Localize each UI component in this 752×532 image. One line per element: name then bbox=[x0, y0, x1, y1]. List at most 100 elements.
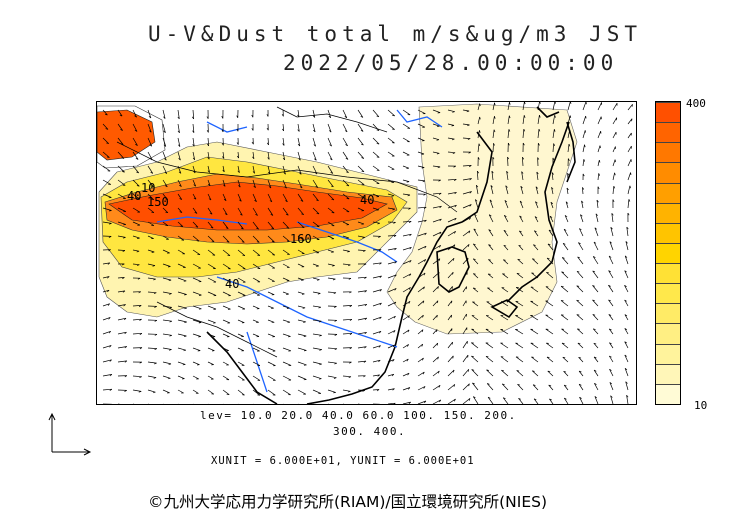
wind-arrow-head bbox=[139, 361, 143, 364]
wind-arrow-head bbox=[256, 241, 260, 243]
wind-arrow bbox=[117, 360, 127, 363]
wind-arrow bbox=[132, 249, 140, 252]
wind-arrow bbox=[267, 193, 273, 203]
wind-arrow-head bbox=[508, 115, 511, 119]
wind-arrow-head bbox=[109, 374, 113, 377]
wind-arrow bbox=[252, 389, 261, 396]
wind-arrow bbox=[117, 277, 125, 279]
wind-arrow bbox=[462, 313, 467, 321]
wind-arrow-head bbox=[598, 160, 601, 163]
wind-arrow bbox=[312, 291, 321, 294]
wind-arrow-head bbox=[451, 138, 455, 141]
wind-arrow-head bbox=[109, 345, 112, 348]
wind-arrow bbox=[282, 235, 290, 242]
wind-arrow bbox=[162, 375, 171, 379]
dust-blob-northwest bbox=[97, 109, 156, 161]
wind-arrow bbox=[207, 305, 217, 310]
wind-arrow-head bbox=[207, 170, 210, 173]
wind-arrow bbox=[576, 314, 584, 321]
wind-arrow bbox=[402, 123, 411, 129]
wind-arrow bbox=[372, 389, 380, 391]
wind-arrow bbox=[402, 109, 411, 116]
wind-arrow bbox=[312, 333, 322, 336]
wind-arrow bbox=[372, 374, 380, 377]
wind-arrow bbox=[500, 329, 509, 335]
wind-arrow bbox=[357, 276, 367, 279]
wind-arrow bbox=[502, 273, 509, 279]
wind-arrow-head bbox=[379, 403, 380, 404]
contour-label: 40 bbox=[127, 189, 141, 203]
wind-arrow bbox=[387, 373, 394, 377]
wind-arrow-head bbox=[594, 396, 598, 399]
wind-arrow-head bbox=[329, 158, 333, 161]
wind-arrow-head bbox=[300, 199, 304, 202]
wind-arrow bbox=[312, 193, 319, 202]
contour-label: 40 bbox=[225, 277, 239, 291]
wind-arrow-head bbox=[489, 199, 493, 202]
wind-arrow-head bbox=[364, 304, 368, 307]
wind-arrow-head bbox=[331, 251, 334, 253]
wind-arrow-head bbox=[406, 181, 410, 183]
wind-arrow-head bbox=[438, 258, 441, 262]
wind-arrow-head bbox=[333, 292, 337, 295]
wind-arrow bbox=[192, 123, 195, 133]
wind-arrow-head bbox=[563, 370, 567, 373]
wind-arrow-head bbox=[361, 170, 365, 173]
wind-arrow bbox=[192, 277, 202, 282]
wind-arrow-head bbox=[313, 144, 316, 147]
wind-arrow bbox=[177, 193, 183, 200]
map-title: U-V&Dust total m/s&ug/m3 JST bbox=[148, 22, 643, 46]
wind-arrow bbox=[222, 291, 231, 297]
wind-arrow bbox=[252, 305, 260, 310]
wind-arrow-head bbox=[347, 251, 350, 253]
wind-arrow-head bbox=[299, 172, 302, 175]
wind-arrow-head bbox=[583, 159, 586, 162]
wind-arrow-head bbox=[582, 187, 585, 190]
wind-arrow-head bbox=[138, 291, 141, 294]
wind-arrow bbox=[102, 221, 112, 224]
wind-arrow bbox=[147, 361, 157, 364]
colorbar-max-label: 400 bbox=[686, 97, 706, 110]
wind-arrow-head bbox=[349, 347, 352, 350]
wind-arrow-head bbox=[610, 395, 613, 398]
wind-arrow-head bbox=[237, 155, 239, 159]
wind-arrow bbox=[297, 249, 305, 255]
wind-arrow-head bbox=[179, 184, 182, 187]
wind-arrow-head bbox=[391, 373, 395, 377]
wind-arrow bbox=[132, 123, 138, 132]
wind-arrow bbox=[432, 218, 442, 223]
wind-arrow bbox=[117, 109, 123, 117]
wind-arrow bbox=[447, 231, 456, 237]
wind-arrow bbox=[312, 375, 322, 380]
wind-arrow bbox=[327, 389, 336, 393]
wind-arrow-head bbox=[519, 200, 523, 203]
wind-arrow bbox=[504, 200, 509, 209]
wind-arrow bbox=[162, 333, 172, 336]
wind-arrow-head bbox=[539, 114, 541, 118]
wind-arrow-head bbox=[302, 307, 306, 309]
wind-arrow bbox=[402, 401, 411, 404]
wind-arrow bbox=[282, 263, 290, 268]
wind-arrow-head bbox=[522, 157, 525, 160]
wind-arrow bbox=[297, 207, 304, 215]
wind-arrow bbox=[192, 137, 195, 147]
wind-arrow bbox=[402, 193, 411, 196]
wind-arrow bbox=[627, 172, 631, 181]
wind-arrow-head bbox=[488, 259, 491, 261]
wind-arrow bbox=[237, 389, 245, 396]
wind-arrow-head bbox=[467, 258, 469, 261]
wind-arrow bbox=[342, 305, 352, 307]
wind-arrow-head bbox=[344, 130, 348, 133]
wind-arrow bbox=[312, 137, 316, 147]
wind-arrow bbox=[417, 272, 426, 279]
wind-arrow bbox=[609, 241, 614, 251]
wind-arrow-head bbox=[394, 288, 397, 291]
wind-arrow bbox=[532, 258, 539, 265]
wind-arrow bbox=[192, 305, 202, 310]
wind-arrow bbox=[342, 193, 350, 200]
wind-arrow bbox=[471, 355, 479, 363]
wind-arrow-head bbox=[330, 171, 333, 174]
wind-arrow bbox=[402, 301, 411, 307]
wind-arrow bbox=[535, 186, 539, 195]
wind-arrow bbox=[207, 277, 217, 283]
